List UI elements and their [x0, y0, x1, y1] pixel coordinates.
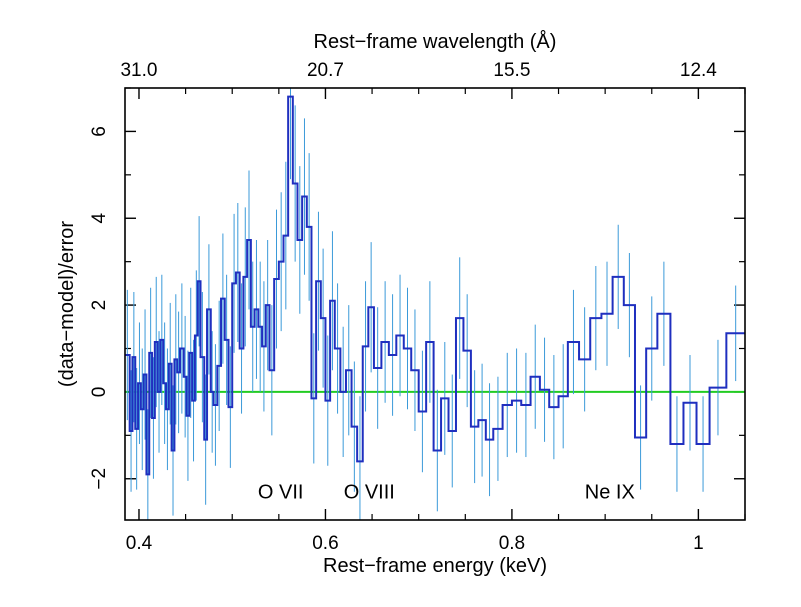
- x-tick-label: 0.6: [312, 533, 338, 554]
- x-tick-label: 0.4: [126, 533, 153, 554]
- tick-labels-group: 0.4 0.6 0.8 1 31.0 20.7 15.5 12.4 −2 0 2 4 6: [89, 60, 717, 554]
- y-tick-label: 6: [89, 126, 110, 137]
- residual-step-line: [125, 95, 745, 476]
- annotations-group: O VII O VIII Ne IX: [258, 481, 635, 503]
- labels-group: Rest−frame energy (keV) (data−model)/err…: [56, 30, 556, 577]
- top-axis-label: Rest−frame wavelength (Å): [314, 30, 557, 53]
- top-tick-label: 20.7: [307, 60, 344, 81]
- x-tick-label: 1: [693, 533, 704, 554]
- plot-frame: [124, 87, 746, 521]
- y-tick-label: 4: [89, 213, 110, 224]
- axis-ticks-group: [125, 87, 746, 520]
- y-tick-label: 2: [89, 300, 110, 311]
- line-annotation: Ne IX: [585, 481, 635, 503]
- x-tick-label: 0.8: [499, 533, 525, 554]
- x-axis-label: Rest−frame energy (keV): [323, 555, 547, 577]
- residual-steps-group: [125, 95, 745, 476]
- top-tick-label: 15.5: [493, 60, 530, 81]
- line-annotation: O VII: [258, 481, 304, 503]
- top-tick-label: 12.4: [680, 60, 717, 81]
- y-tick-label: −2: [89, 468, 110, 490]
- line-annotation: O VIII: [344, 481, 395, 503]
- y-axis-label: (data−model)/error: [56, 221, 78, 388]
- y-tick-label: 0: [89, 387, 110, 398]
- top-tick-label: 31.0: [120, 60, 157, 81]
